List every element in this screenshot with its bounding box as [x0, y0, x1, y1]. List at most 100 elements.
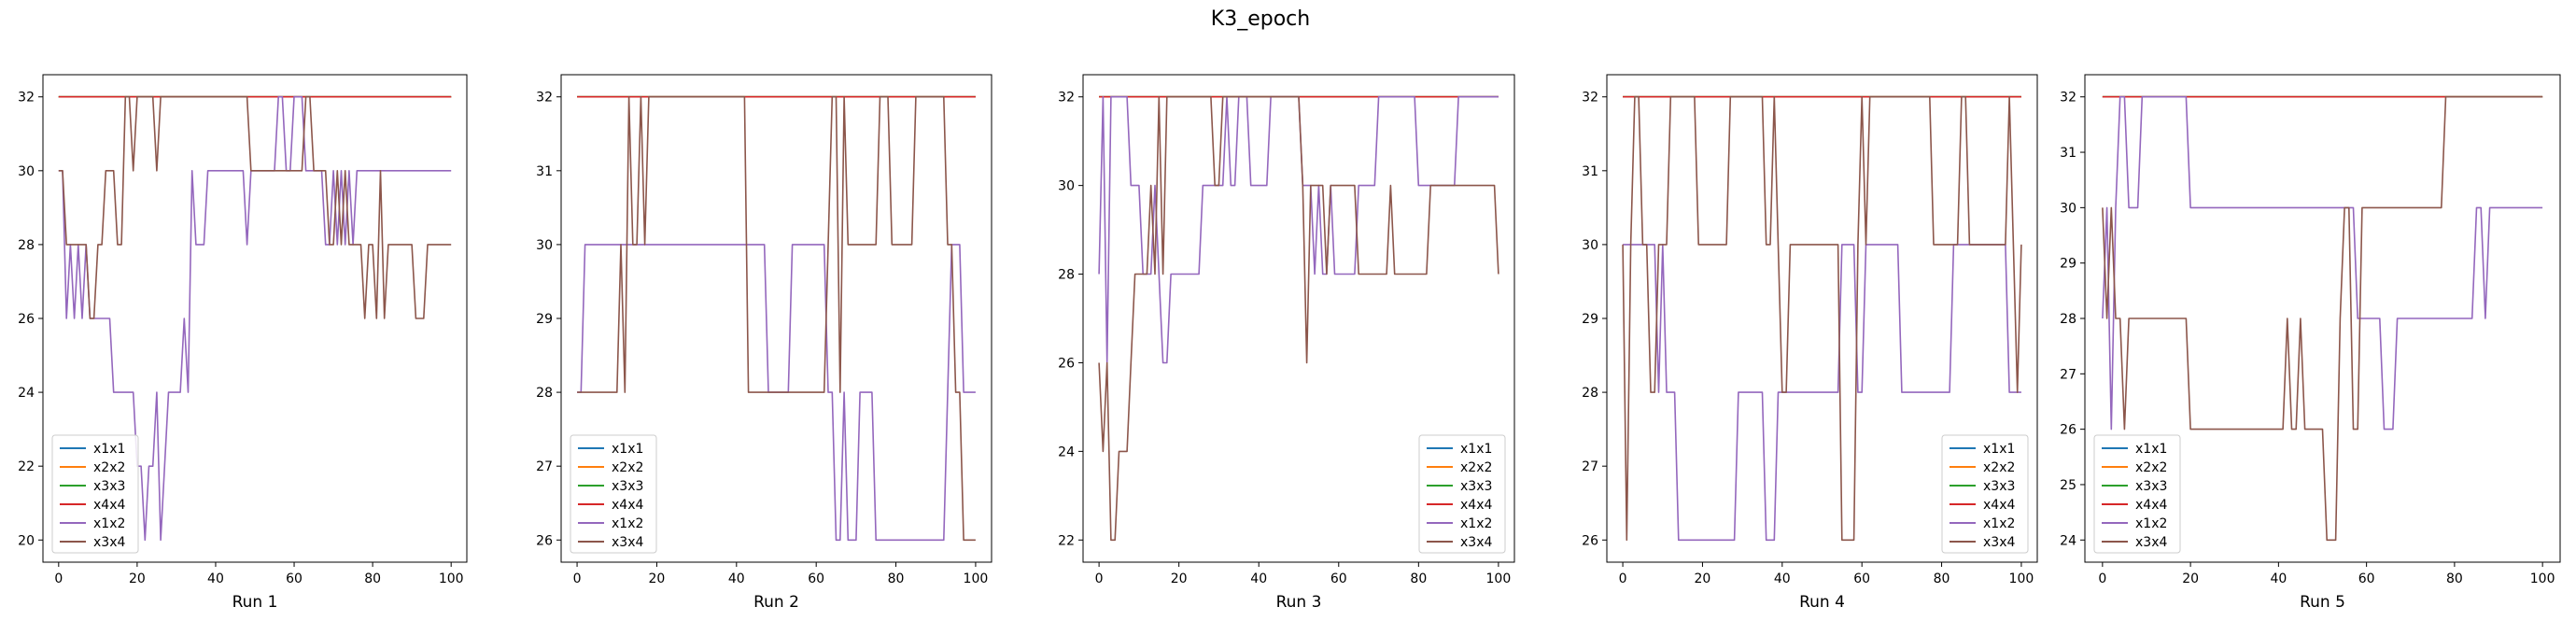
- x-tick-label: 0: [1619, 572, 1627, 586]
- y-tick-label: 20: [18, 533, 35, 548]
- y-tick-label: 31: [2060, 146, 2076, 161]
- x-tick-label: 20: [2182, 572, 2199, 586]
- figure-suptitle: K3_epoch: [1211, 7, 1310, 31]
- y-tick-label: 27: [2060, 367, 2076, 382]
- series-line-x3x4: [58, 95, 452, 319]
- legend-label: x1x2: [1983, 516, 2015, 531]
- y-tick-label: 32: [1058, 91, 1075, 106]
- x-tick-label: 80: [364, 572, 381, 586]
- legend-label: x2x2: [93, 460, 125, 475]
- legend-label: x2x2: [1983, 460, 2015, 475]
- legend-label: x1x1: [93, 442, 125, 457]
- x-tick-label: 60: [1330, 572, 1347, 586]
- y-tick-label: 26: [536, 533, 553, 548]
- x-tick-label: 40: [1774, 572, 1791, 586]
- subplot-3: 0 20 40 60 80 100 22 24 26 28 30 32 Run 3 x1x1 x2x2 x3x…: [1058, 74, 1515, 612]
- x-tick-label: 0: [54, 572, 63, 586]
- x-tick-label: 80: [888, 572, 905, 586]
- x-tick-label: 100: [2530, 572, 2555, 586]
- series-line-x3x4: [1098, 95, 1499, 542]
- legend-label: x3x4: [93, 535, 125, 550]
- y-tick-label: 25: [2060, 478, 2076, 493]
- legend-label: x1x2: [2135, 516, 2167, 531]
- legend: x1x1 x2x2 x3x3 x4x4 x1x2 x3x4: [1941, 434, 2029, 554]
- x-tick-label: 20: [1695, 572, 1711, 586]
- y-tick-label: 29: [1582, 312, 1598, 327]
- x-axis-label: Run 4: [1799, 593, 1845, 612]
- y-tick-label: 32: [18, 91, 35, 106]
- y-tick-label: 28: [18, 238, 35, 253]
- axes-frame: [2084, 74, 2561, 563]
- legend-label: x1x1: [1983, 442, 2015, 457]
- y-tick-label: 32: [1582, 91, 1598, 106]
- legend: x1x1 x2x2 x3x3 x4x4 x1x2 x3x4: [1418, 434, 1506, 554]
- series-line-x3x4: [1622, 95, 2022, 542]
- y-tick-label: 29: [536, 312, 553, 327]
- y-tick-label: 24: [1058, 445, 1075, 459]
- y-tick-label: 30: [1582, 238, 1598, 253]
- legend-label: x4x4: [1983, 498, 2015, 513]
- x-tick-label: 80: [1410, 572, 1427, 586]
- legend-label: x1x1: [1460, 442, 1492, 457]
- legend-label: x3x3: [2135, 479, 2167, 494]
- y-tick-label: 29: [2060, 257, 2076, 272]
- legend-label: x1x2: [612, 516, 643, 531]
- y-tick-label: 24: [2060, 533, 2076, 548]
- y-tick-label: 22: [18, 459, 35, 474]
- legend-label: x3x3: [1983, 479, 2015, 494]
- legend-label: x3x3: [1460, 479, 1492, 494]
- y-tick-label: 28: [536, 386, 553, 401]
- x-tick-label: 100: [1486, 572, 1512, 586]
- legend-label: x2x2: [2135, 460, 2167, 475]
- y-tick-label: 24: [18, 386, 35, 401]
- legend-label: x4x4: [93, 498, 125, 513]
- axes-frame: [560, 74, 992, 563]
- series-line-x1x2: [1098, 95, 1499, 364]
- x-axis-label: Run 5: [2300, 593, 2345, 612]
- x-axis-label: Run 1: [232, 593, 278, 612]
- series-line-x3x4: [2102, 95, 2543, 542]
- legend-label: x3x4: [1983, 535, 2015, 550]
- x-tick-label: 20: [129, 572, 146, 586]
- legend: x1x1 x2x2 x3x3 x4x4 x1x2 x3x4: [51, 434, 139, 554]
- legend: x1x1 x2x2 x3x3 x4x4 x1x2 x3x4: [570, 434, 657, 554]
- x-tick-label: 20: [649, 572, 666, 586]
- x-tick-label: 0: [1095, 572, 1104, 586]
- x-tick-label: 20: [1171, 572, 1188, 586]
- y-tick-label: 22: [1058, 533, 1075, 548]
- legend-label: x3x4: [1460, 535, 1492, 550]
- y-tick-label: 28: [2060, 312, 2076, 327]
- y-tick-label: 27: [536, 459, 553, 474]
- x-tick-label: 60: [2358, 572, 2375, 586]
- legend-label: x3x4: [612, 535, 643, 550]
- y-tick-label: 32: [2060, 91, 2076, 106]
- y-tick-label: 30: [1058, 179, 1075, 194]
- legend-label: x2x2: [612, 460, 643, 475]
- y-tick-label: 30: [18, 164, 35, 179]
- x-tick-label: 80: [2446, 572, 2463, 586]
- legend-label: x1x1: [2135, 442, 2167, 457]
- y-tick-label: 26: [1582, 533, 1598, 548]
- legend-label: x4x4: [1460, 498, 1492, 513]
- x-tick-label: 40: [2270, 572, 2287, 586]
- axes-frame: [42, 74, 468, 563]
- x-tick-label: 100: [2009, 572, 2034, 586]
- y-tick-label: 26: [2060, 423, 2076, 438]
- y-tick-label: 32: [536, 91, 553, 106]
- legend-label: x4x4: [2135, 498, 2167, 513]
- y-tick-label: 31: [536, 164, 553, 179]
- x-tick-label: 60: [1853, 572, 1870, 586]
- y-tick-label: 26: [1058, 356, 1075, 371]
- x-tick-label: 80: [1934, 572, 1950, 586]
- legend-label: x3x3: [612, 479, 643, 494]
- series-line-x3x4: [577, 95, 976, 542]
- x-tick-label: 60: [808, 572, 824, 586]
- legend-label: x1x2: [93, 516, 125, 531]
- y-tick-label: 30: [2060, 201, 2076, 216]
